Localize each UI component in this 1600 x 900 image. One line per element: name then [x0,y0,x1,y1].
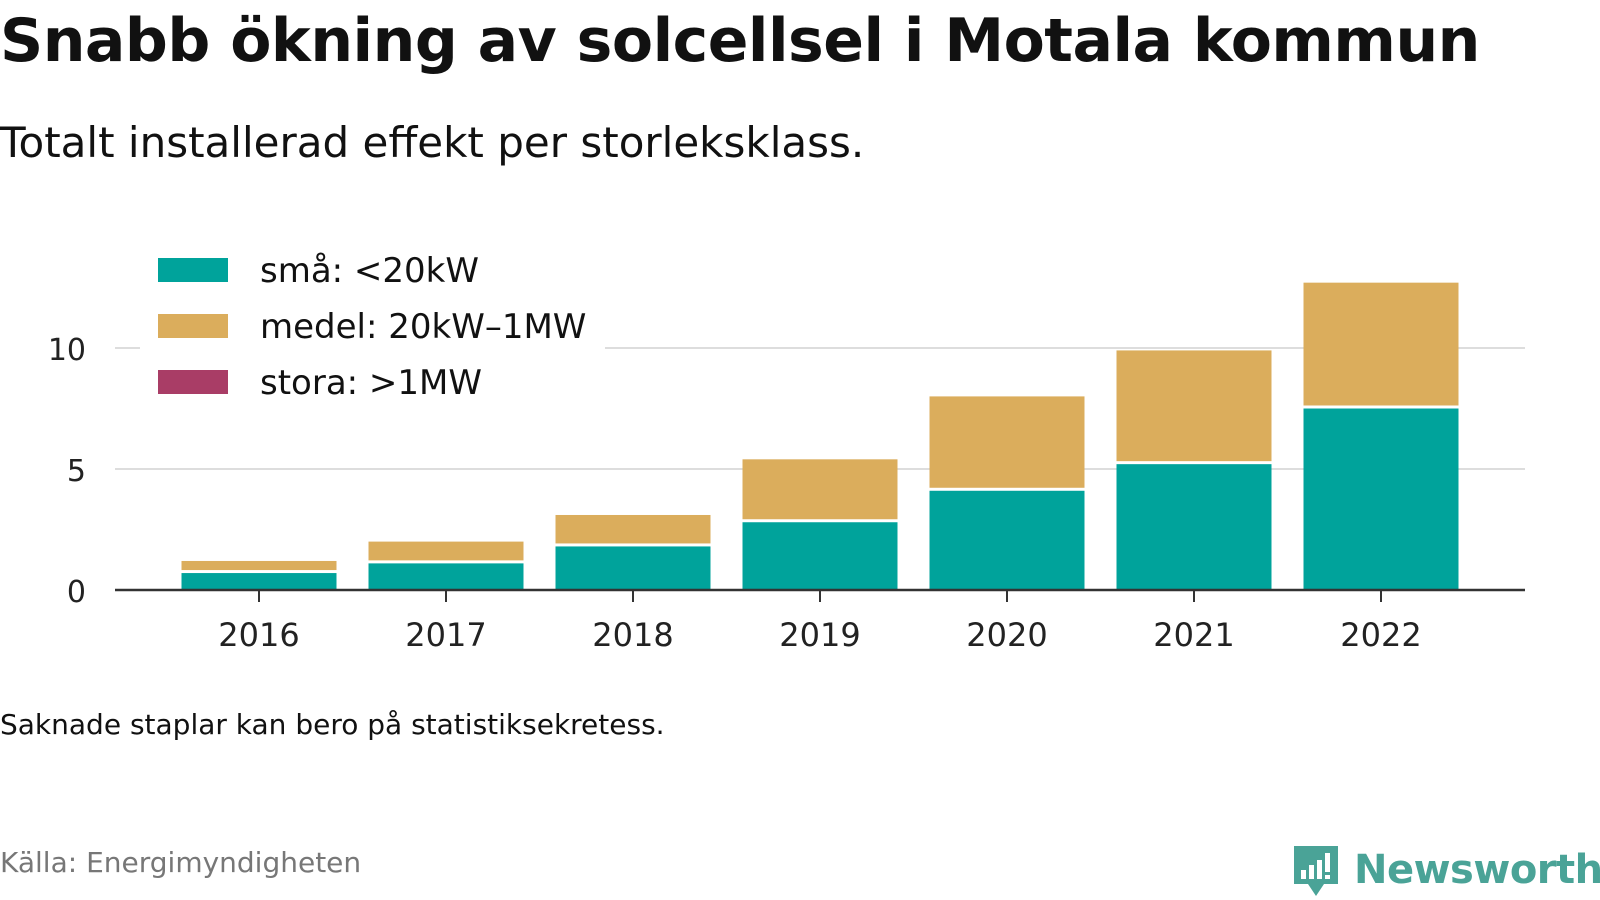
chart-title: Snabb ökning av solcellsel i Motala komm… [0,6,1480,76]
bar-2022-series-0 [1303,408,1459,590]
bar-2019-series-0 [742,522,898,590]
y-tick-label: 0 [67,575,86,610]
x-tick-label: 2022 [1340,616,1421,654]
bar-2021-series-1 [1116,350,1272,462]
y-tick-label: 10 [48,333,86,368]
bar-2018-series-0 [555,546,711,590]
bar-2016-series-1 [181,560,337,571]
bar-2017-series-1 [368,541,524,561]
legend-label-1: medel: 20kW–1MW [260,307,586,347]
legend-swatch-1 [158,314,228,338]
bar-2021-series-0 [1116,464,1272,590]
legend-swatch-2 [158,370,228,394]
x-tick-label: 2016 [218,616,299,654]
x-tick-label: 2019 [779,616,860,654]
source-credit: Källa: Energimyndigheten [0,846,362,879]
bar-2020-series-1 [929,396,1085,488]
bar-2016-series-0 [181,573,337,590]
x-tick-label: 2017 [405,616,486,654]
bars [181,282,1459,590]
brand: Newsworthy [1290,840,1600,900]
x-tick-label: 2021 [1153,616,1234,654]
axes: 0 5 10 2016 2017 2018 2019 2020 2021 2022 [48,333,1525,654]
legend-swatch-0 [158,258,228,282]
bar-2020-series-0 [929,490,1085,590]
bar-2019-series-1 [742,459,898,520]
x-tick-label: 2020 [966,616,1047,654]
newsworthy-logo-icon [1294,846,1338,896]
y-tick-label: 5 [67,454,86,489]
legend-label-0: små: <20kW [260,251,479,291]
chart-note: Saknade staplar kan bero på statistiksek… [0,708,665,741]
chart-subtitle: Totalt installerad effekt per storlekskl… [0,118,865,167]
legend: små: <20kW medel: 20kW–1MW stora: >1MW [140,250,605,428]
bar-2018-series-1 [555,514,711,544]
brand-name: Newsworthy [1354,847,1600,893]
bar-2017-series-0 [368,563,524,590]
bar-2022-series-1 [1303,282,1459,406]
stacked-bar-chart: 0 5 10 2016 2017 2018 2019 2020 2021 2022 små: <2… [48,250,1525,654]
legend-label-2: stora: >1MW [260,363,482,403]
x-tick-label: 2018 [592,616,673,654]
